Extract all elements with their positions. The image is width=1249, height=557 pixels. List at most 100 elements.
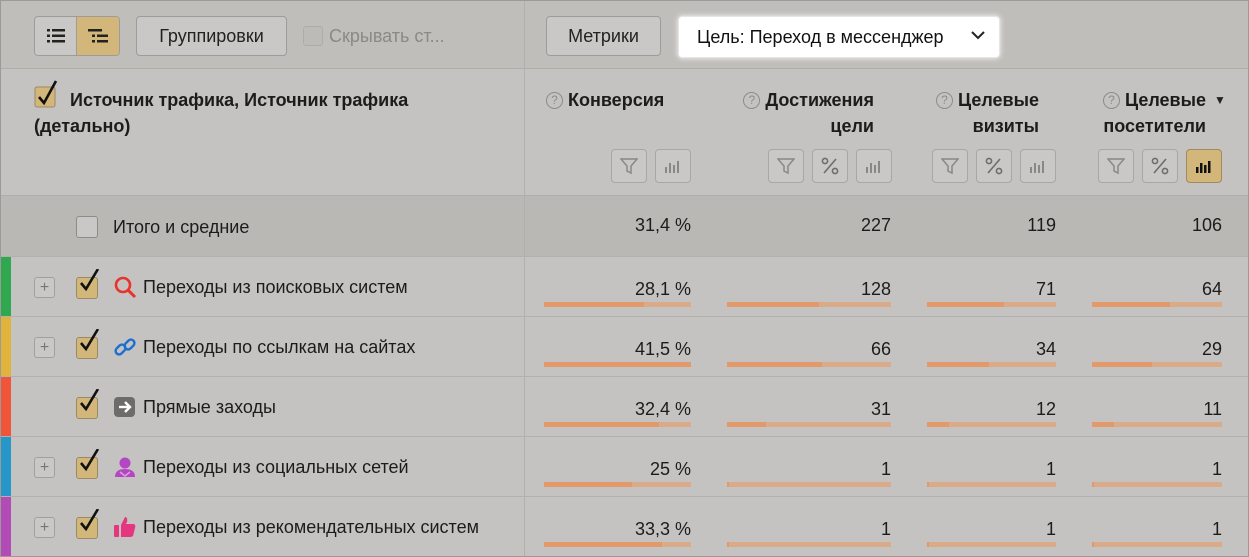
totals-checkbox[interactable] (76, 216, 98, 238)
row-divider (524, 257, 525, 316)
row-divider (524, 317, 525, 376)
dimension-header-label: Источник трафика, Источник трафика (дета… (34, 90, 409, 136)
cell-goal-reaches: 1 (880, 459, 891, 479)
chevron-down-icon (971, 31, 985, 40)
cell-bar-fill (727, 302, 819, 307)
cell-target-visits: 1 (1045, 519, 1056, 539)
cell-bar-track (544, 482, 691, 487)
table-header: Источник трафика, Источник трафика (дета… (1, 69, 1248, 196)
expand-row-button[interactable]: + (34, 457, 55, 478)
table-row[interactable]: + Переходы из рекомендательных систем 33,… (1, 497, 1248, 556)
hide-rows-option[interactable]: Скрывать ст... (303, 24, 445, 48)
cell-bar-fill (727, 482, 729, 487)
row-checkbox[interactable] (76, 449, 100, 479)
bar-chart-icon (866, 161, 880, 173)
toolbar-divider (524, 1, 525, 69)
bar-chart-icon (1030, 161, 1044, 173)
cell-goal-reaches: 31 (870, 399, 891, 419)
checkmark-icon (80, 389, 100, 412)
cell-conversion: 25 % (649, 459, 691, 479)
plus-icon: + (39, 518, 50, 536)
expand-row-button[interactable]: + (34, 517, 55, 538)
chart-button[interactable] (655, 149, 691, 183)
table-row[interactable]: Прямые заходы 32,4 % 31 12 11 (1, 377, 1248, 437)
thumbs-up-icon (113, 515, 137, 539)
column-header-target-visits[interactable]: ? Целевые визиты (913, 87, 1039, 139)
filter-button[interactable] (1098, 149, 1134, 183)
row-color-stripe (1, 317, 11, 376)
row-checkbox[interactable] (76, 389, 100, 419)
row-checkbox[interactable] (76, 329, 100, 359)
help-icon[interactable]: ? (935, 92, 953, 109)
dimension-header: Источник трафика, Источник трафика (дета… (34, 80, 504, 139)
filter-icon (941, 158, 959, 175)
cell-bar-fill (927, 362, 989, 367)
plus-icon: + (39, 278, 50, 296)
checkmark-icon (80, 509, 100, 532)
cell-goal-reaches: 66 (870, 339, 891, 359)
list-view-button[interactable] (35, 17, 78, 55)
help-icon[interactable]: ? (1102, 92, 1120, 109)
row-color-stripe (1, 497, 11, 556)
percent-button[interactable] (812, 149, 848, 183)
row-label: Переходы из поисковых систем (143, 277, 408, 297)
checkmark-icon (80, 329, 100, 352)
cell-target-visitors: 64 (1201, 279, 1222, 299)
row-checkbox[interactable] (76, 269, 100, 299)
hide-rows-label: Скрывать ст... (329, 25, 445, 46)
expand-row-button[interactable]: + (34, 337, 55, 358)
filter-button[interactable] (611, 149, 647, 183)
column-header-target-visitors[interactable]: ? Целевые посетители (1081, 87, 1206, 139)
cell-target-visitors: 1 (1211, 459, 1222, 479)
row-divider (524, 497, 525, 556)
hide-rows-checkbox[interactable] (303, 26, 323, 46)
table-row[interactable]: + Переходы из социальных сетей 25 % 1 1 1 (1, 437, 1248, 497)
cell-bar-track (1092, 422, 1222, 427)
cell-conversion: 32,4 % (634, 399, 691, 419)
filter-icon (1107, 158, 1125, 175)
cell-bar-track (927, 302, 1056, 307)
cell-goal-reaches: 128 (860, 279, 891, 299)
goal-dropdown[interactable]: Цель: Переход в мессенджер (678, 16, 1000, 58)
percent-button[interactable] (1142, 149, 1178, 183)
chart-button[interactable] (1020, 149, 1056, 183)
cell-bar-fill (544, 362, 691, 367)
cell-target-visits: 12 (1035, 399, 1056, 419)
help-icon[interactable]: ? (546, 92, 563, 109)
cell-bar-track (544, 362, 691, 367)
cell-goal-reaches: 1 (880, 519, 891, 539)
column-header-conversion[interactable]: ? Конверсия (546, 87, 676, 113)
link-icon (113, 335, 137, 359)
percent-icon (1151, 157, 1169, 175)
filter-button[interactable] (932, 149, 968, 183)
cell-target-visits: 34 (1035, 339, 1056, 359)
cell-bar-fill (927, 482, 929, 487)
chart-button-active[interactable] (1186, 149, 1222, 183)
chart-button[interactable] (856, 149, 892, 183)
expand-row-button[interactable]: + (34, 277, 55, 298)
percent-button[interactable] (976, 149, 1012, 183)
cell-bar-fill (1092, 302, 1170, 307)
cell-bar-track (727, 302, 891, 307)
sort-desc-icon[interactable]: ▼ (1214, 93, 1226, 107)
metrics-button[interactable]: Метрики (546, 16, 661, 56)
groupings-button[interactable]: Группировки (136, 16, 287, 56)
percent-icon (821, 157, 839, 175)
percent-icon (985, 157, 1003, 175)
help-icon[interactable]: ? (743, 92, 761, 109)
column-header-label: Целевые визиты (957, 90, 1039, 136)
filter-button[interactable] (768, 149, 804, 183)
filter-icon (620, 158, 638, 175)
bar-chart-icon (665, 161, 679, 173)
table-row[interactable]: + Переходы из поисковых систем 28,1 % 128… (1, 257, 1248, 317)
cell-bar-fill (927, 302, 1004, 307)
tree-view-button[interactable] (77, 17, 119, 55)
column-header-goal-reaches[interactable]: ? Достижения цели (721, 87, 874, 139)
plus-icon: + (39, 458, 50, 476)
header-checkbox[interactable] (34, 80, 58, 109)
cell-bar-fill (544, 482, 632, 487)
row-checkbox[interactable] (76, 509, 100, 539)
cell-bar-track (1092, 362, 1222, 367)
table-row[interactable]: + Переходы по ссылкам на сайтах 41,5 % 66… (1, 317, 1248, 377)
